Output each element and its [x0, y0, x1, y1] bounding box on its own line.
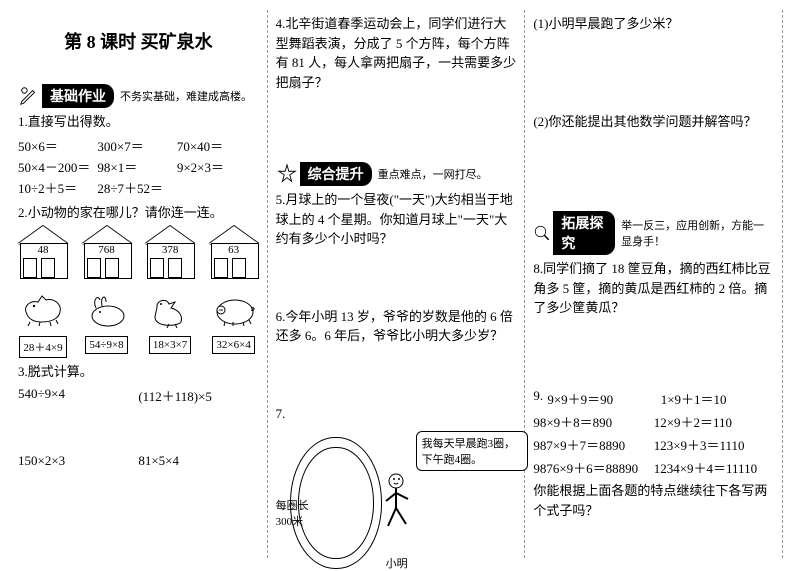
- q1-2-1: 28÷7＋52＝: [97, 178, 176, 197]
- q7-stem: 7.: [276, 404, 517, 424]
- banner-comp-label: 综合提升: [300, 162, 372, 186]
- q1-1-0: 50×4－200＝: [18, 157, 97, 176]
- q9-tail: 你能根据上面各题的特点继续往下各写两个式子吗？: [533, 481, 774, 520]
- house-1: 768: [82, 228, 132, 278]
- banner-extend: 拓展探究 举一反三，应用创新，方能一显身手！: [533, 211, 774, 255]
- q5-text: 5.月球上的一个昼夜("一天")大约相当于地球上的 4 个星期。你知道月球上"一…: [276, 190, 517, 249]
- q9-0-1: 1×9＋1＝10: [661, 389, 774, 408]
- q7-sub1: (1)小明早晨跑了多少米？: [533, 14, 774, 34]
- column-2: 4.北辛街道春季运动会上，同学们进行大型舞蹈表演，分成了 5 个方阵，每个方阵有…: [268, 10, 526, 558]
- houses-row: 48 768 378 63: [18, 228, 259, 278]
- q3-row2: 150×2×3 81×5×4: [18, 453, 259, 469]
- banner-basic: 基础作业 不务实基础，难建成高楼。: [18, 84, 259, 108]
- q9-2-1: 123×9＋3＝1110: [654, 435, 774, 454]
- animal-2: 18×3×7: [145, 292, 195, 358]
- dog-icon: [20, 292, 66, 328]
- q1-1-2: 9×2×3＝: [177, 157, 256, 176]
- q9-row-2: 987×9＋7＝8890123×9＋3＝1110: [533, 435, 774, 454]
- q3-r2-1: 81×5×4: [138, 453, 258, 469]
- banner-ext-label: 拓展探究: [553, 211, 615, 255]
- q3-row1: 540÷9×4 (112＋118)×5: [18, 386, 259, 405]
- q9-0-0: 9×9＋9＝90: [547, 389, 660, 408]
- q1-stem: 1.直接写出得数。: [18, 112, 259, 132]
- q2-stem: 2.小动物的家在哪儿？请你连一连。: [18, 203, 259, 223]
- animal-0: 28＋4×9: [18, 292, 68, 358]
- pig-icon: [211, 292, 257, 328]
- q4-text: 4.北辛街道春季运动会上，同学们进行大型舞蹈表演，分成了 5 个方阵，每个方阵有…: [276, 14, 517, 92]
- runner-icon: [376, 471, 416, 541]
- house-num-3: 63: [209, 244, 259, 256]
- house-num-1: 768: [82, 244, 132, 256]
- runner-name: 小明: [386, 555, 408, 571]
- animal-3: 32×6×4: [209, 292, 259, 358]
- animal-eq-1: 54÷9×8: [85, 336, 127, 354]
- q1-2-0: 10÷2＋5＝: [18, 178, 97, 197]
- house-num-0: 48: [18, 244, 68, 256]
- q9-1-1: 12×9＋2＝110: [654, 412, 774, 431]
- q3-r1-1: (112＋118)×5: [138, 386, 258, 405]
- q1-0-0: 50×6＝: [18, 136, 97, 155]
- page-title: 第 8 课时 买矿泉水: [18, 28, 259, 54]
- rabbit-icon: [84, 292, 130, 328]
- banner-basic-label: 基础作业: [42, 84, 114, 108]
- duck-icon: [147, 292, 193, 328]
- house-0: 48: [18, 228, 68, 278]
- column-3: (1)小明早晨跑了多少米？ (2)你还能提出其他数学问题并解答吗？ 拓展探究 举…: [525, 10, 783, 558]
- q1-row-2: 10÷2＋5＝ 28÷7＋52＝: [18, 178, 259, 199]
- q9-3-0: 9876×9＋6＝88890: [533, 458, 653, 477]
- animal-eq-0: 28＋4×9: [19, 336, 66, 358]
- q1-row-1: 50×4－200＝ 98×1＝ 9×2×3＝: [18, 157, 259, 178]
- q9-row-0: 9×9＋9＝901×9＋1＝10: [547, 389, 774, 408]
- q3-r2-0: 150×2×3: [18, 453, 138, 469]
- house-3: 63: [209, 228, 259, 278]
- q1-2-2: [177, 178, 256, 197]
- q8-text: 8.同学们摘了 18 筐豆角，摘的西红柿比豆角多 5 筐，摘的黄瓜是西红柿的 2…: [533, 259, 774, 318]
- q9-3-1: 1234×9＋4＝11110: [654, 458, 774, 477]
- q1-0-2: 70×40＝: [177, 136, 256, 155]
- pencil-icon: [18, 85, 40, 107]
- track-label: 每圈长 300米: [276, 497, 326, 529]
- banner-comp-sub: 重点难点，一网打尽。: [378, 166, 488, 182]
- banner-ext-sub: 举一反三，应用创新，方能一显身手！: [621, 217, 774, 249]
- animal-eq-3: 32×6×4: [212, 336, 254, 354]
- house-2: 378: [145, 228, 195, 278]
- q3-stem: 3.脱式计算。: [18, 362, 259, 382]
- q7-sub2: (2)你还能提出其他数学问题并解答吗？: [533, 112, 774, 132]
- q9-row-1: 98×9＋8＝89012×9＋2＝110: [533, 412, 774, 431]
- house-num-2: 378: [145, 244, 195, 256]
- q9-1-0: 98×9＋8＝890: [533, 412, 653, 431]
- q3-r1-0: 540÷9×4: [18, 386, 138, 405]
- speech-bubble: 我每天早晨跑3圈，下午跑4圈。: [416, 431, 528, 471]
- q9-2-0: 987×9＋7＝8890: [533, 435, 653, 454]
- animals-row: 28＋4×9 54÷9×8 18×3×7 32×6×4: [18, 292, 259, 358]
- banner-comprehensive: 综合提升 重点难点，一网打尽。: [276, 162, 517, 186]
- banner-basic-sub: 不务实基础，难建成高楼。: [120, 88, 252, 104]
- animal-eq-2: 18×3×7: [149, 336, 191, 354]
- column-1: 第 8 课时 买矿泉水 基础作业 不务实基础，难建成高楼。 1.直接写出得数。 …: [10, 10, 268, 558]
- q1-row-0: 50×6＝ 300×7＝ 70×40＝: [18, 136, 259, 157]
- animal-1: 54÷9×8: [82, 292, 132, 358]
- q9-row-3: 9876×9＋6＝888901234×9＋4＝11110: [533, 458, 774, 477]
- q1-1-1: 98×1＝: [97, 157, 176, 176]
- magnifier-icon: [533, 222, 551, 244]
- star-icon: [276, 163, 298, 185]
- q6-text: 6.今年小明 13 岁，爷爷的岁数是他的 6 倍还多 6。6 年后，爷爷比小明大…: [276, 307, 517, 346]
- q1-0-1: 300×7＝: [97, 136, 176, 155]
- runner-figure: 每圈长 300米 我每天早晨跑3圈，下午跑4圈。 小明: [276, 427, 517, 567]
